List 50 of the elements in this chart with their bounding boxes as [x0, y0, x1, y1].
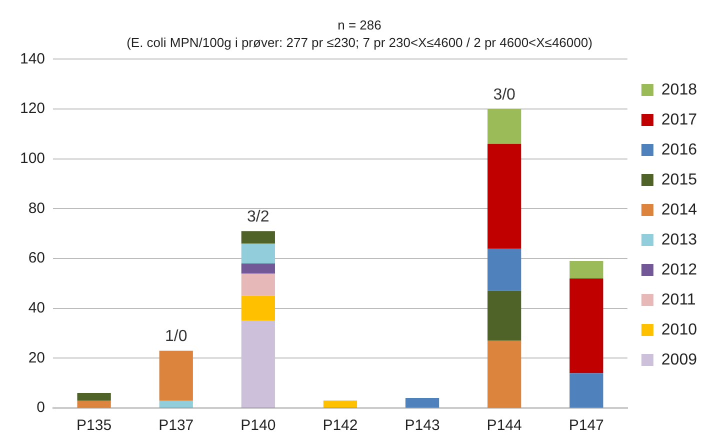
bar	[77, 393, 111, 401]
bar	[570, 278, 604, 374]
bar	[488, 109, 522, 144]
bar	[159, 400, 193, 408]
annotation: 3/0	[493, 86, 516, 104]
bar	[570, 373, 604, 408]
x-tick-label: P147	[568, 417, 604, 434]
legend-label: 2014	[661, 201, 698, 218]
legend-label: 2012	[661, 261, 698, 278]
bar	[241, 296, 275, 321]
y-tick-label: 120	[20, 100, 46, 118]
legend-label: 2015	[661, 171, 698, 188]
bar	[159, 350, 193, 401]
bar	[241, 273, 275, 296]
bar	[241, 244, 275, 264]
legend-label: 2016	[661, 141, 698, 158]
legend-label: 2017	[661, 111, 698, 128]
y-tick-label: 100	[20, 150, 46, 167]
legend-label: 2013	[661, 231, 698, 248]
x-tick-label: P144	[486, 417, 522, 434]
legend-label: 2010	[661, 321, 698, 338]
x-tick-label: P140	[240, 417, 276, 434]
bar	[241, 320, 275, 408]
y-tick-label: 20	[28, 349, 46, 366]
bar	[241, 231, 275, 244]
x-tick-label: P143	[404, 417, 440, 434]
legend-label: 2009	[661, 351, 698, 368]
bar	[488, 248, 522, 291]
y-tick-label: 80	[28, 200, 46, 217]
y-tick-label: 0	[36, 399, 46, 416]
y-tick-label: 140	[20, 50, 46, 68]
x-tick-label: P135	[76, 417, 112, 434]
legend-label: 2018	[661, 81, 698, 98]
bar	[77, 400, 111, 408]
chart-subtitle: (E. coli MPN/100g i prøver: 277 pr ≤230; 7 pr 230<X≤4600 / 2 pr 4600<X≤46000)	[126, 34, 592, 50]
annotation: 1/0	[164, 328, 188, 346]
y-tick-label: 40	[28, 299, 46, 316]
x-tick-label: P137	[158, 417, 194, 434]
bar	[488, 290, 522, 341]
chart-title: n = 286	[338, 17, 382, 32]
legend-label: 2011	[661, 291, 696, 308]
bar	[405, 398, 440, 408]
annotation: 3/2	[247, 208, 270, 226]
bar	[570, 261, 604, 278]
bar	[488, 144, 522, 249]
x-tick-label: P142	[322, 417, 358, 434]
bar	[323, 400, 358, 408]
bar	[488, 340, 522, 408]
bar	[241, 263, 275, 274]
y-tick-label: 60	[28, 250, 46, 267]
